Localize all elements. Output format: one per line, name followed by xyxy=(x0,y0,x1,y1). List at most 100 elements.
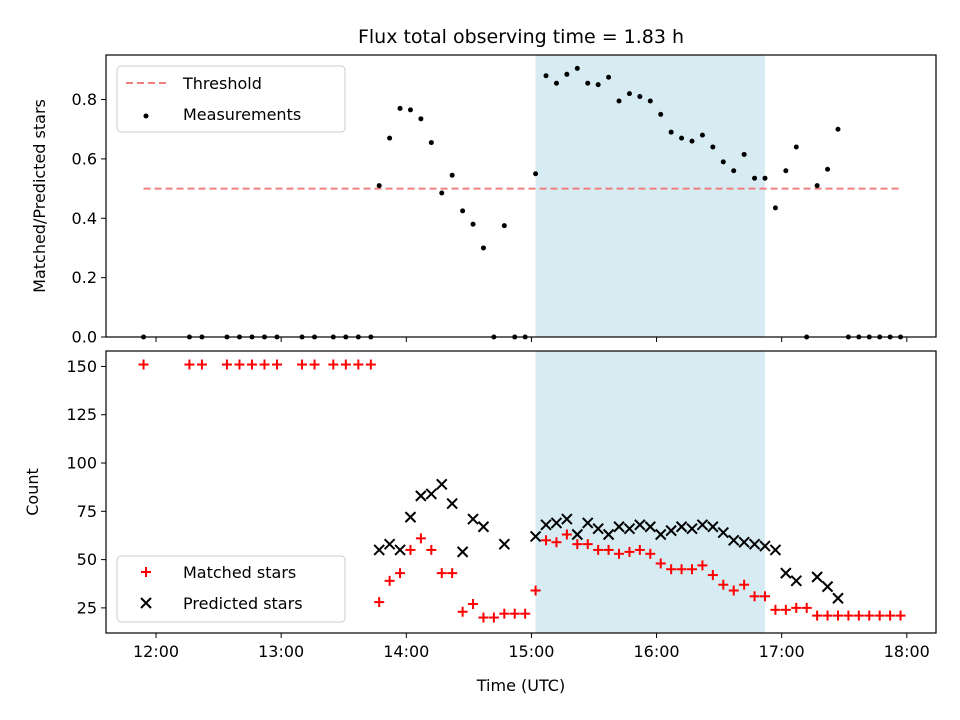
predicted-star-point xyxy=(655,528,667,541)
y-tick-label: 0.2 xyxy=(72,268,97,287)
matched-star-point xyxy=(138,359,149,370)
matched-star-point xyxy=(405,544,416,555)
bottom-y-ticks: 25 50 75 100 125 150 xyxy=(66,357,106,617)
predicted-star-point xyxy=(717,526,729,539)
predicted-star-point xyxy=(759,540,771,552)
predicted-star-point xyxy=(571,528,584,541)
predicted-star-point xyxy=(446,497,458,510)
matched-star-point xyxy=(328,359,339,370)
predicted-star-point xyxy=(613,521,625,533)
matched-star-point xyxy=(520,608,531,619)
y-tick-label: 25 xyxy=(77,598,97,617)
matched-star-point xyxy=(457,606,468,617)
predicted-star-point xyxy=(790,575,802,587)
matched-star-point xyxy=(572,539,583,550)
matched-star-point xyxy=(509,608,520,619)
matched-star-point xyxy=(864,610,875,621)
measurement-point xyxy=(595,82,601,88)
predicted-star-point xyxy=(456,546,469,558)
matched-star-point xyxy=(246,359,257,370)
predicted-star-point xyxy=(769,544,782,556)
measurement-point xyxy=(397,105,403,111)
matched-star-point xyxy=(582,539,593,550)
matched-star-point xyxy=(666,564,677,575)
measurement-point xyxy=(668,129,674,135)
matched-star-point xyxy=(718,579,729,590)
measurement-point xyxy=(449,172,455,178)
top-axes-frame xyxy=(105,54,937,338)
predicted-star-point xyxy=(425,488,438,500)
matched-star-point xyxy=(272,359,283,370)
x-axis-label: Time (UTC) xyxy=(476,676,565,695)
predicted-star-point xyxy=(498,538,511,550)
predicted-star-point xyxy=(373,544,385,556)
matched-star-point xyxy=(822,610,833,621)
predicted-star-point xyxy=(529,530,542,543)
predicted-star-point xyxy=(644,521,657,533)
top-shaded-region xyxy=(535,55,765,337)
measurement-point xyxy=(752,175,758,181)
predicted-star-point xyxy=(404,511,417,523)
predicted-star-point xyxy=(550,517,563,529)
measurement-point xyxy=(762,175,768,181)
matched-star-point xyxy=(759,591,770,602)
predicted-star-point xyxy=(540,519,552,531)
measurement-point xyxy=(574,65,580,71)
x-tick-label: 17:00 xyxy=(759,642,805,661)
bottom-y-axis-label: Count xyxy=(23,468,42,516)
measurement-point xyxy=(418,116,424,122)
x-tick-label: 15:00 xyxy=(508,642,554,661)
matched-star-point xyxy=(791,602,802,613)
predicted-star-point xyxy=(832,592,844,604)
predicted-star-point xyxy=(675,521,688,533)
y-tick-label: 100 xyxy=(66,454,97,473)
legend-matched-swatch xyxy=(141,567,151,577)
y-tick-label: 75 xyxy=(77,502,97,521)
matched-star-point xyxy=(593,544,604,555)
measurement-point xyxy=(585,80,591,86)
bottom-x-ticks: 12:00 13:00 14:00 15:00 16:00 17:00 18:00 xyxy=(133,633,930,661)
matched-star-point xyxy=(374,597,385,608)
legend-threshold-label: Threshold xyxy=(182,74,262,93)
predicted-star-point xyxy=(582,517,594,529)
legend-measurements-label: Measurements xyxy=(183,105,301,124)
matched-star-point xyxy=(196,359,207,370)
y-tick-label: 50 xyxy=(77,550,97,569)
matched-star-point xyxy=(707,570,718,581)
measurement-point xyxy=(564,71,570,77)
measurement-point xyxy=(658,111,664,117)
measurement-point xyxy=(637,94,643,100)
measurement-point xyxy=(699,132,705,138)
matched-star-point xyxy=(499,608,510,619)
measurement-point xyxy=(480,245,486,251)
predicted-star-point xyxy=(707,521,719,533)
matched-star-point xyxy=(687,564,698,575)
measurement-point xyxy=(731,168,737,174)
matched-star-point xyxy=(655,558,666,569)
measurement-point xyxy=(814,183,820,189)
predicted-star-point xyxy=(592,522,604,535)
matched-star-point xyxy=(697,560,708,571)
measurement-point xyxy=(647,98,653,104)
predicted-star-point xyxy=(477,521,490,533)
y-tick-label: 125 xyxy=(66,405,97,424)
matched-star-point xyxy=(780,604,791,615)
bottom-axes-frame xyxy=(105,350,937,634)
x-tick-label: 12:00 xyxy=(133,642,179,661)
predicted-star-point xyxy=(623,522,636,535)
predicted-star-point xyxy=(748,538,761,550)
matched-star-point xyxy=(770,604,781,615)
predicted-star-point xyxy=(415,490,427,502)
predicted-star-point xyxy=(561,513,573,525)
measurement-point xyxy=(835,126,841,132)
chart-title: Flux total observing time = 1.83 h xyxy=(358,26,684,48)
matched-star-point xyxy=(832,610,843,621)
predicted-star-point xyxy=(821,580,834,593)
matched-star-point xyxy=(551,537,562,548)
matched-star-point xyxy=(365,359,376,370)
matched-star-point xyxy=(395,568,406,579)
predicted-star-point xyxy=(394,544,406,556)
measurement-point xyxy=(543,73,549,79)
predicted-star-point xyxy=(436,478,448,490)
